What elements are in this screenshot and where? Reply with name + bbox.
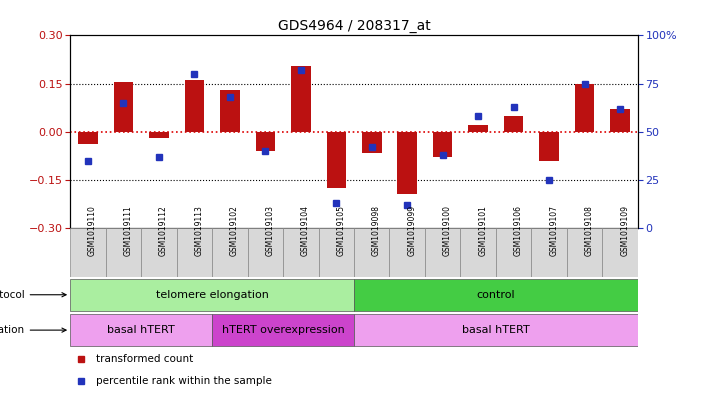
Text: GSM1019108: GSM1019108 [585, 205, 594, 256]
Text: GSM1019099: GSM1019099 [407, 205, 416, 256]
Bar [496, 228, 531, 277]
Bar [291, 66, 311, 132]
Bar [425, 228, 461, 277]
Bar [468, 125, 488, 132]
Bar [256, 132, 275, 151]
Bar [212, 314, 354, 346]
Bar [602, 228, 638, 277]
Bar [149, 132, 168, 138]
Bar [354, 228, 390, 277]
Bar [70, 228, 106, 277]
Text: GSM1019111: GSM1019111 [123, 205, 132, 256]
Text: basal hTERT: basal hTERT [462, 325, 530, 335]
Text: GSM1019107: GSM1019107 [549, 205, 558, 256]
Bar [220, 90, 240, 132]
Bar [433, 132, 452, 157]
Bar [141, 228, 177, 277]
Text: protocol: protocol [0, 290, 66, 300]
Title: GDS4964 / 208317_at: GDS4964 / 208317_at [278, 19, 430, 33]
Bar [70, 279, 354, 310]
Text: hTERT overexpression: hTERT overexpression [222, 325, 344, 335]
Bar [78, 132, 97, 145]
Text: GSM1019109: GSM1019109 [620, 205, 629, 256]
Bar [106, 228, 141, 277]
Bar [247, 228, 283, 277]
Bar [114, 82, 133, 132]
Bar [354, 279, 638, 310]
Text: GSM1019100: GSM1019100 [443, 205, 451, 256]
Bar [461, 228, 496, 277]
Text: control: control [477, 290, 515, 300]
Text: GSM1019103: GSM1019103 [265, 205, 274, 256]
Text: GSM1019112: GSM1019112 [159, 205, 168, 256]
Text: GSM1019098: GSM1019098 [372, 205, 381, 256]
Bar [567, 228, 602, 277]
Text: GSM1019106: GSM1019106 [514, 205, 523, 256]
Bar [531, 228, 567, 277]
Text: genotype/variation: genotype/variation [0, 325, 66, 335]
Bar [397, 132, 417, 194]
Bar [70, 314, 212, 346]
Bar [362, 132, 381, 152]
Bar [390, 228, 425, 277]
Text: transformed count: transformed count [95, 354, 193, 364]
Bar [611, 109, 630, 132]
Text: GSM1019105: GSM1019105 [336, 205, 346, 256]
Bar [504, 116, 524, 132]
Text: basal hTERT: basal hTERT [107, 325, 175, 335]
Text: telomere elongation: telomere elongation [156, 290, 268, 300]
Text: GSM1019101: GSM1019101 [478, 205, 487, 256]
Bar [327, 132, 346, 188]
Bar [184, 80, 204, 132]
Bar [540, 132, 559, 160]
Bar [283, 228, 318, 277]
Text: GSM1019113: GSM1019113 [194, 205, 203, 256]
Bar [318, 228, 354, 277]
Text: GSM1019102: GSM1019102 [230, 205, 239, 256]
Text: percentile rank within the sample: percentile rank within the sample [95, 376, 271, 386]
Text: GSM1019104: GSM1019104 [301, 205, 310, 256]
Text: GSM1019110: GSM1019110 [88, 205, 97, 256]
Bar [212, 228, 247, 277]
Bar [177, 228, 212, 277]
Bar [575, 84, 594, 132]
Bar [354, 314, 638, 346]
